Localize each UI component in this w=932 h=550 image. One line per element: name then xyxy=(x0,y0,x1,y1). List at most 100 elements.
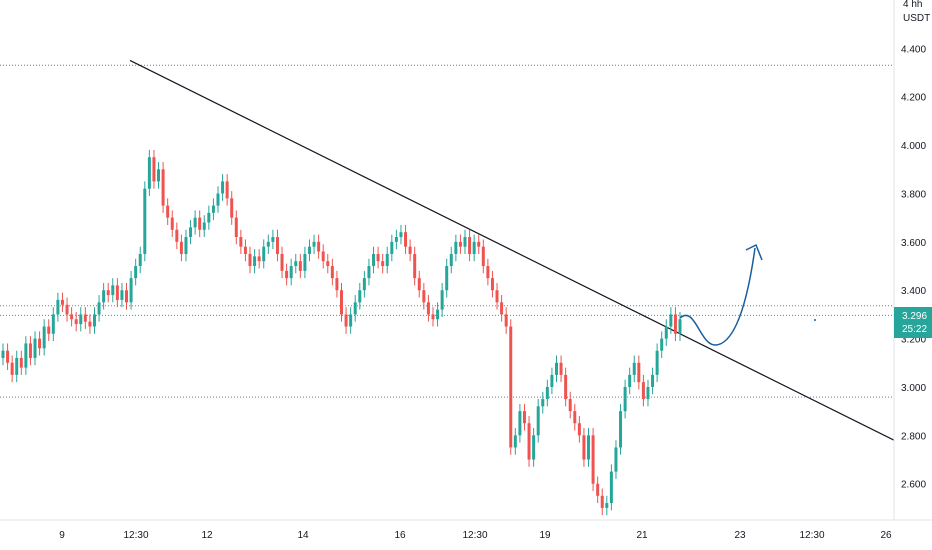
candle-body xyxy=(587,435,591,460)
candle-body xyxy=(266,241,270,247)
candle-body xyxy=(221,181,225,194)
candle-body xyxy=(445,266,449,291)
time-tick-label: 16 xyxy=(394,530,406,541)
candle-body xyxy=(134,266,138,279)
candle-body xyxy=(207,212,211,223)
candle-body xyxy=(28,343,32,358)
projection-arrowhead xyxy=(745,243,763,261)
candle-body xyxy=(404,232,408,247)
currency-label: USDT xyxy=(903,13,930,24)
candle-body xyxy=(436,309,440,320)
candle-body xyxy=(605,503,609,508)
candle-body xyxy=(129,278,133,303)
price-tick-label: 3.200 xyxy=(901,335,926,346)
candle-body xyxy=(390,241,394,254)
candle-body xyxy=(541,399,545,407)
candle-body xyxy=(513,435,517,448)
candle-body xyxy=(468,237,472,254)
candle-body xyxy=(56,299,60,315)
candle-body xyxy=(344,314,348,327)
candle-body xyxy=(19,357,23,368)
candle-body xyxy=(70,314,74,320)
descending-trendline[interactable] xyxy=(129,59,895,441)
time-tick-label: 14 xyxy=(297,530,309,541)
candle-body xyxy=(92,314,96,327)
candle-body xyxy=(280,253,284,271)
candle-body xyxy=(522,411,526,424)
candle-body xyxy=(376,253,380,262)
candle-body xyxy=(298,261,302,271)
candle-body xyxy=(184,237,188,254)
price-tick-label: 2.600 xyxy=(901,480,926,491)
candle-body xyxy=(102,290,106,303)
candle-body xyxy=(422,290,426,303)
candle-body xyxy=(335,278,339,291)
candle-body xyxy=(65,304,69,315)
candle-body xyxy=(600,495,604,508)
candle-body xyxy=(97,302,101,315)
candle-body xyxy=(51,314,55,334)
candle-body xyxy=(399,232,403,238)
price-tick-label: 4.400 xyxy=(901,44,926,55)
candle-body xyxy=(211,205,215,213)
marker-dot xyxy=(814,319,816,321)
candle-body xyxy=(582,435,586,460)
time-tick-label: 12:30 xyxy=(799,530,824,541)
candle-body xyxy=(500,302,504,315)
candle-body xyxy=(42,326,46,349)
candle-body xyxy=(554,362,558,375)
price-tick-label: 3.400 xyxy=(901,286,926,297)
candle-body xyxy=(536,406,540,436)
candle-body xyxy=(38,338,42,349)
time-tick-label: 23 xyxy=(734,530,746,541)
time-tick-label: 9 xyxy=(59,530,65,541)
candle-body xyxy=(651,374,655,387)
candle-body xyxy=(307,246,311,254)
candle-body xyxy=(431,314,435,320)
candle-body xyxy=(349,314,353,327)
candle-body xyxy=(490,278,494,291)
candle-body xyxy=(289,266,293,279)
candle-body xyxy=(230,198,234,218)
candle-body xyxy=(1,350,5,358)
candle-body xyxy=(637,362,641,383)
candle-body xyxy=(504,314,508,327)
candle-body xyxy=(340,290,343,315)
candle-body xyxy=(24,343,28,368)
candle-body xyxy=(321,251,325,262)
candle-body xyxy=(271,237,275,242)
candle-body xyxy=(628,374,632,387)
candle-body xyxy=(138,253,142,267)
candle-body xyxy=(664,326,668,339)
candle-body xyxy=(294,261,298,267)
candle-body xyxy=(632,362,636,375)
countdown-timer: 25:22 xyxy=(902,324,927,335)
candle-body xyxy=(15,357,19,375)
candle-body xyxy=(527,423,531,460)
candle-body xyxy=(358,290,362,303)
candle-body xyxy=(619,411,623,448)
candle-body xyxy=(166,205,170,218)
candle-body xyxy=(454,241,458,254)
candle-body xyxy=(481,246,485,267)
price-tick-label: 3.800 xyxy=(901,189,926,200)
candle-body xyxy=(317,241,321,252)
candle-body xyxy=(609,471,613,504)
candle-body xyxy=(243,246,247,254)
candle-body xyxy=(143,188,147,254)
candle-body xyxy=(275,237,279,254)
candle-body xyxy=(353,302,357,315)
candle-body xyxy=(655,350,659,375)
candle-body xyxy=(372,253,376,267)
candle-body xyxy=(175,229,179,242)
candle-body xyxy=(577,423,581,436)
candle-body xyxy=(646,386,650,400)
candle-body xyxy=(641,382,645,400)
candle-body xyxy=(532,435,536,460)
candle-body xyxy=(111,285,115,296)
candle-body xyxy=(591,435,595,484)
candle-body xyxy=(161,169,165,206)
candle-body xyxy=(362,278,366,291)
candle-body xyxy=(248,253,252,267)
